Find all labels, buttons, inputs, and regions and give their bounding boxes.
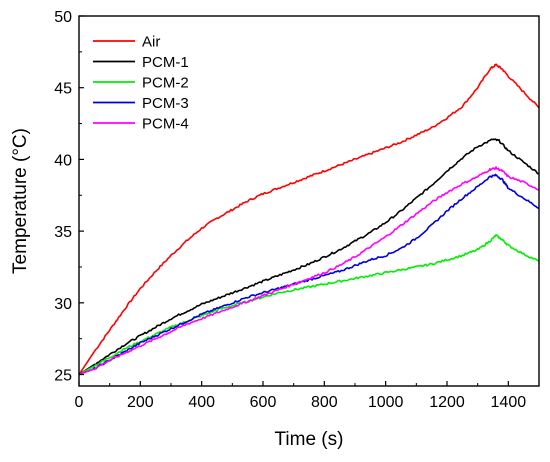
y-tick-label: 45 <box>54 81 72 98</box>
x-tick-label: 0 <box>75 394 84 411</box>
plot-frame <box>78 15 540 387</box>
x-tick-label: 1400 <box>491 394 527 411</box>
y-axis-title: Temperature (°C) <box>10 128 31 274</box>
legend-label: Air <box>142 34 160 51</box>
y-tick-label: 50 <box>54 9 72 26</box>
x-axis-title: Time (s) <box>275 429 344 450</box>
x-tick-label: 1000 <box>368 394 404 411</box>
x-tick-label: 1200 <box>429 394 465 411</box>
series-line-air <box>78 63 540 375</box>
legend-label: PCM-4 <box>142 116 189 133</box>
series-line-pcm-1 <box>78 138 540 376</box>
legend-label: PCM-2 <box>142 75 189 92</box>
series-layer <box>78 63 540 376</box>
x-tick-label: 800 <box>311 394 338 411</box>
y-tick-label: 35 <box>54 224 72 241</box>
x-tick-label: 400 <box>188 394 215 411</box>
y-tick-label: 30 <box>54 296 72 313</box>
series-line-pcm-3 <box>78 173 540 376</box>
y-tick-label: 40 <box>54 152 72 169</box>
legend: Air PCM-1 PCM-2 PCM-3 PCM-4 <box>93 34 189 133</box>
series-line-pcm-4 <box>78 166 540 376</box>
y-tick-label: 25 <box>54 368 72 385</box>
legend-label: PCM-3 <box>142 95 189 112</box>
x-tick-label: 200 <box>127 394 154 411</box>
y-axis: 25 30 35 40 45 50 <box>54 9 84 385</box>
legend-label: PCM-1 <box>142 54 189 71</box>
x-axis: 0 200 400 600 800 1000 1200 1400 <box>75 381 527 411</box>
series-line-pcm-2 <box>78 234 540 376</box>
x-tick-label: 600 <box>250 394 277 411</box>
